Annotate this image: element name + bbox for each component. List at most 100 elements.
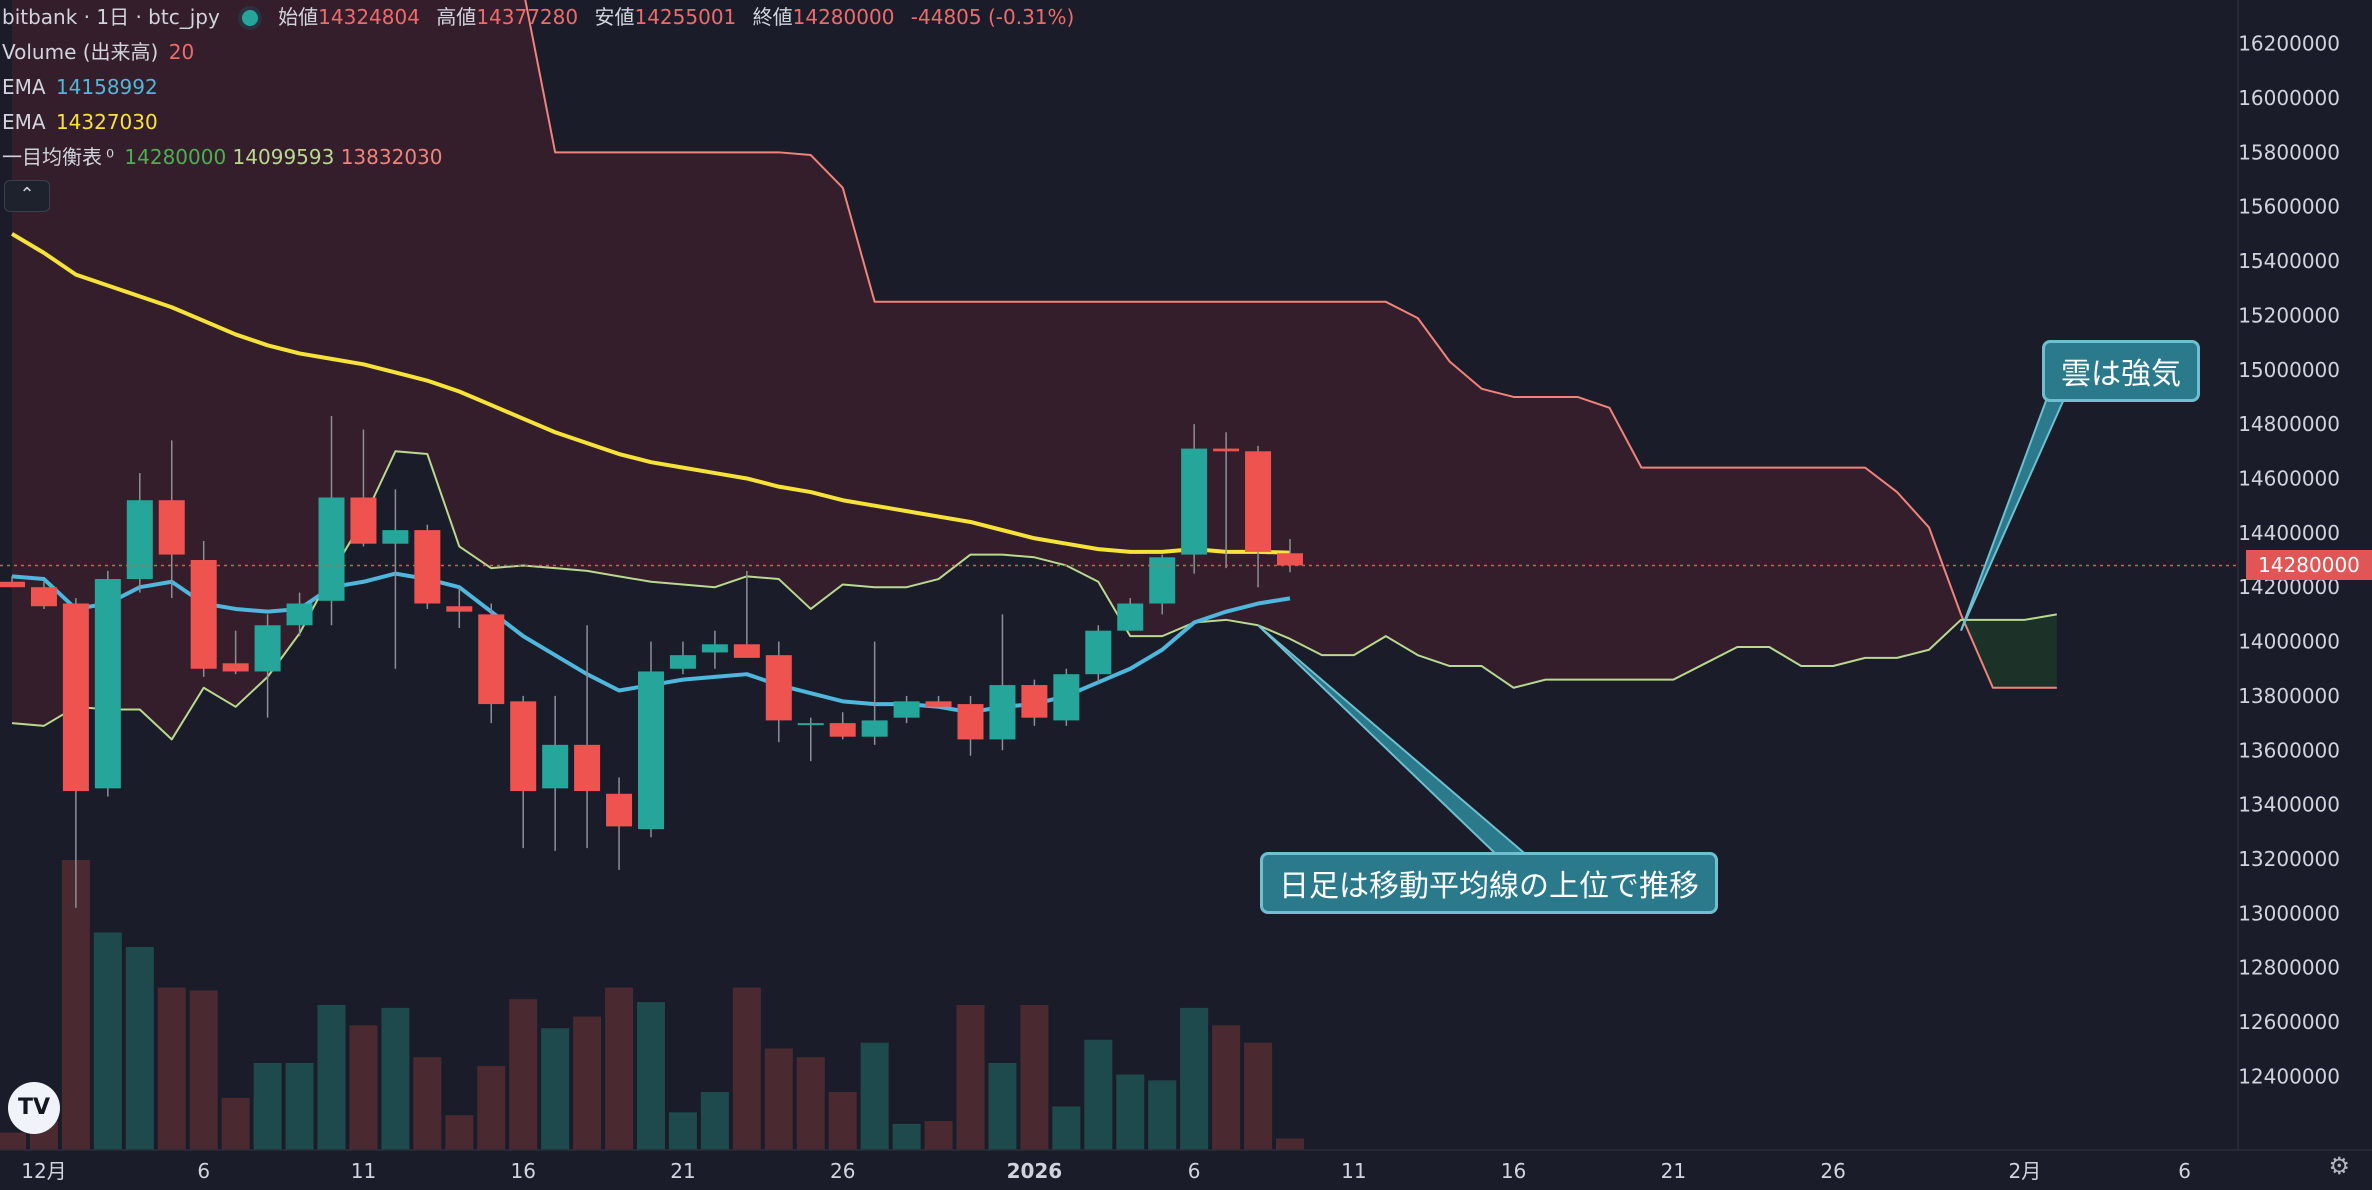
market-status-icon [241,10,258,26]
candle-body [158,500,185,555]
candle-body [94,579,121,789]
volume-bar [221,1097,250,1150]
volume-bar [509,999,538,1150]
current-price-label: 14280000 [2246,550,2372,581]
candle-body [190,560,217,669]
volume-bar [477,1065,506,1150]
open-label: 始値 [278,5,319,29]
price-tick-label: 15800000 [2238,140,2340,164]
price-tick-label: 15200000 [2238,303,2340,327]
ichimoku-value-1: 14280000 [124,145,227,169]
candle-body [1213,448,1240,452]
candle-body [126,500,153,580]
change-value: -44805 (-0.31%) [910,5,1075,29]
close-value: 14280000 [792,5,895,29]
ema-slow-value: 14327030 [55,110,158,134]
price-tick-label: 14000000 [2238,630,2340,654]
price-tick-label: 15000000 [2238,358,2340,382]
candle-body [765,655,792,721]
candle-body [733,644,760,658]
volume-bar [445,1115,474,1150]
volume-bar [125,947,154,1150]
candle-body [286,603,313,626]
volume-bar [796,1057,825,1150]
time-tick-label: 12月 [21,1159,66,1183]
volume-bar [988,1063,1017,1150]
candle-body [1181,448,1208,555]
high-value: 14377280 [476,5,579,29]
volume-bar [956,1005,985,1150]
volume-bar [189,990,218,1150]
volume-bar [0,1132,26,1150]
candle-body [829,723,856,737]
price-tick-label: 15400000 [2238,249,2340,273]
candle-body [1021,685,1048,718]
time-axis[interactable]: 12月 6 11 16 21 26 2026 6 11 16 21 26 2月 6 [21,1159,2191,1183]
price-tick-label: 12400000 [2238,1064,2340,1088]
chart-legend: bitbank · 1日 · btc_jpy 始値14324804 高値1437… [2,0,1402,175]
candle-body [893,701,920,718]
low-value: 14255001 [634,5,737,29]
legend-ema-slow-row[interactable]: EMA 14327030 [2,105,1402,140]
ema-slow-label: EMA [2,110,46,134]
time-tick-label: 26 [830,1159,855,1183]
candle-body [925,701,952,707]
volume-bar [285,1063,314,1150]
volume-bar [637,1002,665,1150]
symbol-name[interactable]: bitbank · 1日 · btc_jpy [2,5,220,29]
volume-bar [1276,1138,1304,1150]
time-tick-label: 11 [351,1159,376,1183]
candle-body [638,671,664,830]
candle-body [510,701,537,792]
legend-ichimoku-row[interactable]: 一目均衡表 ⁰ 14280000 14099593 13832030 [2,140,1402,175]
volume-bar [93,932,122,1150]
ichimoku-value-3: 13832030 [340,145,443,169]
candle-body [350,497,377,544]
volume-bar [1020,1005,1049,1150]
ichimoku-source-icon: ⁰ [106,145,115,169]
candles [0,415,1303,908]
volume-bar [1052,1106,1081,1150]
volume-bar [349,1025,378,1150]
candle-body [30,587,57,607]
price-tick-label: 13800000 [2238,684,2340,708]
candle-body [478,614,505,705]
volume-bar [668,1112,697,1150]
time-tick-label: 6 [197,1159,210,1183]
high-label: 高値 [436,5,477,29]
gear-icon[interactable]: ⚙ [2328,1152,2350,1180]
collapse-legend-button[interactable]: ⌃ [4,180,50,212]
ohlc-values: 始値14324804 高値14377280 安値14255001 終値14280… [272,5,1085,29]
price-tick-label: 16200000 [2238,32,2340,56]
volume-bar [253,1063,282,1150]
price-tick-label: 14600000 [2238,466,2340,490]
candle-body [542,744,569,789]
candle-body [701,644,728,653]
volume-bar [1244,1042,1273,1150]
legend-volume-row[interactable]: Volume (出来高) 20 [2,35,1402,70]
candle-body [861,720,888,737]
price-tick-label: 13000000 [2238,901,2340,925]
volume-bar [1148,1080,1177,1150]
price-tick-label: 12800000 [2238,956,2340,980]
candle-body [318,497,345,601]
time-tick-label: 2月 [2008,1159,2041,1183]
time-tick-label: 6 [1188,1159,1201,1183]
volume-bar [413,1057,442,1150]
volume-bars [0,860,1304,1150]
candle-body [414,530,441,604]
low-label: 安値 [594,5,635,29]
volume-bar [860,1042,889,1150]
senkou-span-b-line [524,0,2057,689]
candle-body [1053,674,1080,721]
candle-body [382,530,409,544]
ichimoku-cloud [12,0,2057,740]
ichimoku-value-2: 14099593 [232,145,335,169]
legend-ema-fast-row[interactable]: EMA 14158992 [2,70,1402,105]
tradingview-logo[interactable]: TV [8,1082,60,1134]
volume-label: Volume (出来高) [2,40,159,64]
volume-bar [61,860,90,1150]
bearish-cloud-fill [12,0,1961,740]
price-tick-label: 12600000 [2238,1010,2340,1034]
